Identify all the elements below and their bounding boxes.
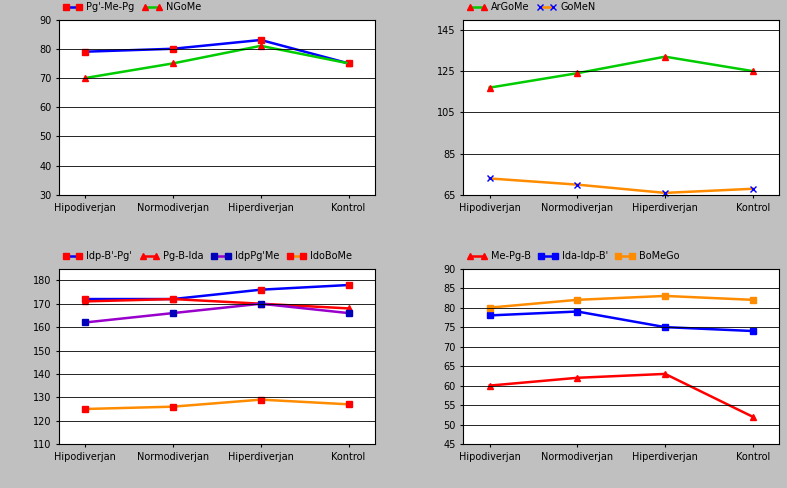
IdpPg'Me — [256, 301, 265, 306]
NGoMe — [344, 61, 353, 66]
ArGoMe — [748, 68, 758, 74]
Ida-Idp-B' — [748, 328, 758, 334]
Pg'-Me-Pg — [80, 49, 90, 55]
Line: IdpPg'Me: IdpPg'Me — [83, 301, 351, 325]
NGoMe — [168, 61, 178, 66]
Line: Me-Pg-B: Me-Pg-B — [487, 371, 756, 420]
IdpPg'Me — [168, 310, 178, 316]
ArGoMe — [573, 70, 582, 76]
GoMeN — [573, 182, 582, 187]
Me-Pg-B — [660, 371, 670, 377]
Line: ArGoMe: ArGoMe — [487, 54, 756, 90]
BoMeGo — [573, 297, 582, 303]
Legend: Pg'-Me-Pg, NGoMe: Pg'-Me-Pg, NGoMe — [59, 0, 205, 16]
BoMeGo — [660, 293, 670, 299]
Pg'-Me-Pg — [344, 61, 353, 66]
Line: Idp-B'-Pg': Idp-B'-Pg' — [83, 282, 351, 302]
BoMeGo — [748, 297, 758, 303]
Pg-B-Ida — [344, 305, 353, 311]
ArGoMe — [485, 85, 494, 91]
Line: Ida-Idp-B': Ida-Idp-B' — [487, 309, 756, 334]
BoMeGo — [485, 305, 494, 310]
Line: GoMeN: GoMeN — [487, 176, 756, 196]
IdoBoMe — [168, 404, 178, 409]
Idp-B'-Pg' — [344, 282, 353, 288]
Line: NGoMe: NGoMe — [83, 43, 351, 81]
Line: BoMeGo: BoMeGo — [487, 293, 756, 310]
Pg-B-Ida — [168, 296, 178, 302]
IdoBoMe — [256, 397, 265, 403]
IdpPg'Me — [344, 310, 353, 316]
Me-Pg-B — [485, 383, 494, 388]
Pg'-Me-Pg — [256, 37, 265, 43]
Ida-Idp-B' — [573, 308, 582, 314]
Ida-Idp-B' — [660, 324, 670, 330]
GoMeN — [660, 190, 670, 196]
Idp-B'-Pg' — [256, 287, 265, 293]
Pg-B-Ida — [80, 299, 90, 305]
Pg'-Me-Pg — [168, 46, 178, 52]
Legend: ArGoMe, GoMeN: ArGoMe, GoMeN — [464, 0, 599, 16]
Line: IdoBoMe: IdoBoMe — [83, 397, 351, 412]
Pg-B-Ida — [256, 301, 265, 306]
Ida-Idp-B' — [485, 312, 494, 318]
Idp-B'-Pg' — [80, 296, 90, 302]
Legend: Me-Pg-B, Ida-Idp-B', BoMeGo: Me-Pg-B, Ida-Idp-B', BoMeGo — [464, 247, 683, 265]
GoMeN — [485, 176, 494, 182]
Legend: Idp-B'-Pg', Pg-B-Ida, IdpPg'Me, IdoBoMe: Idp-B'-Pg', Pg-B-Ida, IdpPg'Me, IdoBoMe — [59, 247, 356, 265]
Me-Pg-B — [748, 414, 758, 420]
Me-Pg-B — [573, 375, 582, 381]
Line: Pg-B-Ida: Pg-B-Ida — [83, 296, 351, 311]
IdoBoMe — [80, 406, 90, 412]
Idp-B'-Pg' — [168, 296, 178, 302]
IdoBoMe — [344, 402, 353, 407]
NGoMe — [256, 43, 265, 49]
IdpPg'Me — [80, 320, 90, 325]
ArGoMe — [660, 54, 670, 60]
Line: Pg'-Me-Pg: Pg'-Me-Pg — [83, 37, 351, 66]
GoMeN — [748, 186, 758, 192]
NGoMe — [80, 75, 90, 81]
